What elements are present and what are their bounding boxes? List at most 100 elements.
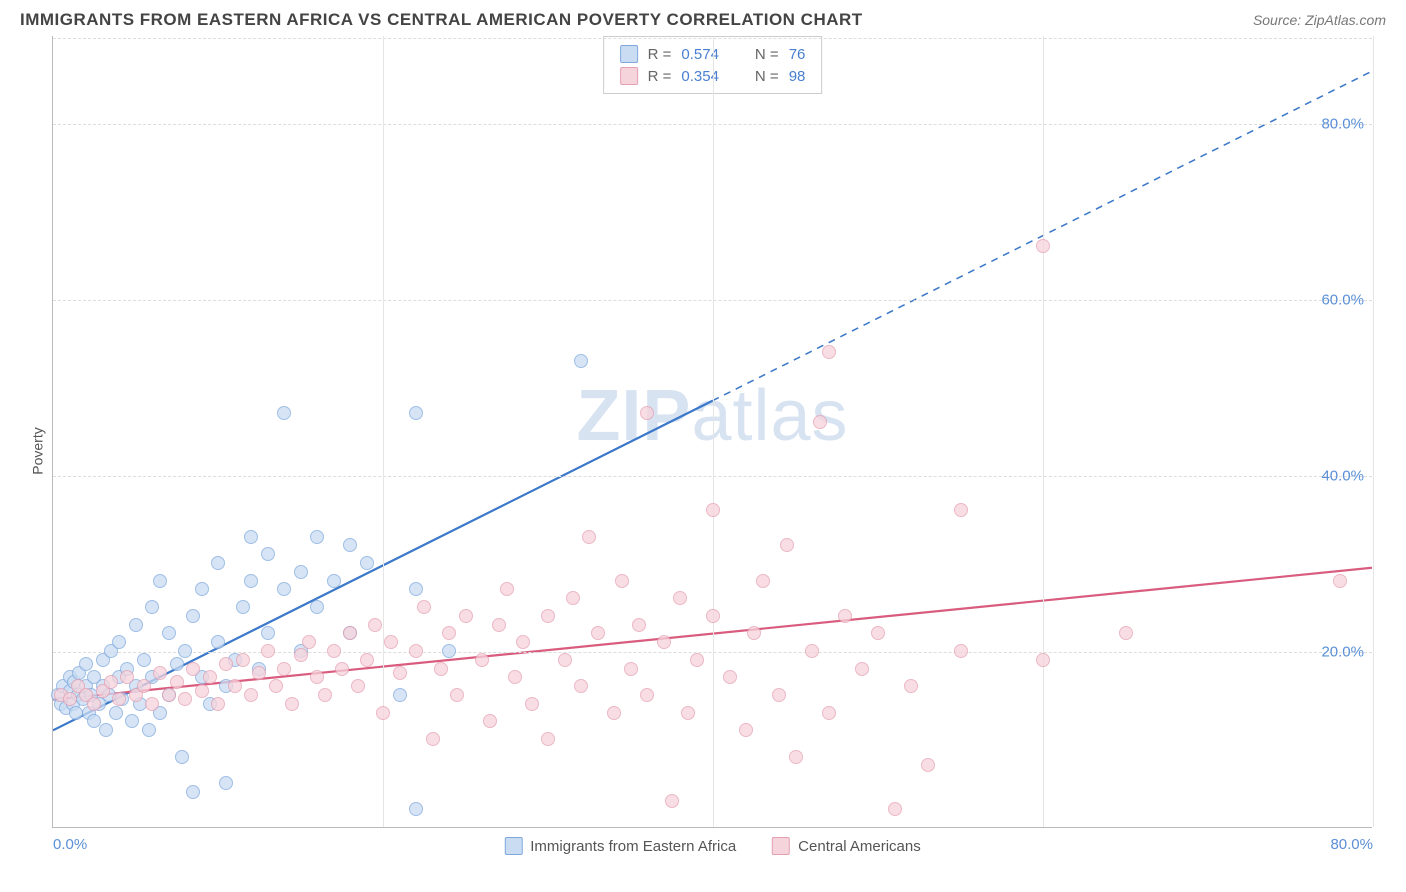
scatter-point-central_americans bbox=[244, 688, 258, 702]
scatter-point-central_americans bbox=[277, 662, 291, 676]
scatter-point-central_americans bbox=[747, 626, 761, 640]
scatter-point-central_americans bbox=[591, 626, 605, 640]
x-tick-label: 0.0% bbox=[53, 836, 87, 853]
watermark-bold: ZIP bbox=[576, 376, 691, 456]
source-label: Source: bbox=[1253, 12, 1301, 28]
scatter-point-eastern_africa bbox=[310, 600, 324, 614]
scatter-point-central_americans bbox=[632, 618, 646, 632]
scatter-point-eastern_africa bbox=[244, 574, 258, 588]
scatter-point-eastern_africa bbox=[261, 547, 275, 561]
scatter-point-eastern_africa bbox=[574, 354, 588, 368]
scatter-point-central_americans bbox=[450, 688, 464, 702]
scatter-point-eastern_africa bbox=[310, 530, 324, 544]
gridline-v bbox=[713, 36, 714, 827]
scatter-point-central_americans bbox=[640, 688, 654, 702]
scatter-point-central_americans bbox=[376, 706, 390, 720]
scatter-point-eastern_africa bbox=[219, 776, 233, 790]
scatter-point-central_americans bbox=[335, 662, 349, 676]
stats-n-label: N = bbox=[755, 46, 779, 63]
scatter-point-central_americans bbox=[822, 706, 836, 720]
scatter-point-central_americans bbox=[211, 697, 225, 711]
scatter-point-central_americans bbox=[525, 697, 539, 711]
scatter-point-eastern_africa bbox=[409, 582, 423, 596]
scatter-point-central_americans bbox=[351, 679, 365, 693]
scatter-point-eastern_africa bbox=[145, 600, 159, 614]
scatter-point-central_americans bbox=[236, 653, 250, 667]
scatter-point-central_americans bbox=[813, 415, 827, 429]
scatter-point-central_americans bbox=[516, 635, 530, 649]
scatter-point-central_americans bbox=[681, 706, 695, 720]
y-tick-label: 60.0% bbox=[1321, 292, 1364, 309]
scatter-point-eastern_africa bbox=[244, 530, 258, 544]
scatter-point-eastern_africa bbox=[69, 706, 83, 720]
scatter-point-central_americans bbox=[178, 692, 192, 706]
series-legend: Immigrants from Eastern Africa Central Am… bbox=[504, 837, 920, 855]
scatter-point-central_americans bbox=[690, 653, 704, 667]
scatter-point-central_americans bbox=[665, 794, 679, 808]
scatter-point-eastern_africa bbox=[277, 582, 291, 596]
scatter-point-eastern_africa bbox=[343, 538, 357, 552]
scatter-point-central_americans bbox=[483, 714, 497, 728]
scatter-point-central_americans bbox=[285, 697, 299, 711]
scatter-point-central_americans bbox=[954, 644, 968, 658]
scatter-point-central_americans bbox=[673, 591, 687, 605]
scatter-point-central_americans bbox=[772, 688, 786, 702]
legend-swatch bbox=[504, 837, 522, 855]
scatter-point-central_americans bbox=[756, 574, 770, 588]
scatter-point-central_americans bbox=[310, 670, 324, 684]
scatter-point-eastern_africa bbox=[409, 802, 423, 816]
scatter-point-central_americans bbox=[368, 618, 382, 632]
scatter-point-central_americans bbox=[780, 538, 794, 552]
scatter-point-eastern_africa bbox=[327, 574, 341, 588]
scatter-point-central_americans bbox=[706, 503, 720, 517]
scatter-point-eastern_africa bbox=[112, 635, 126, 649]
y-tick-label: 20.0% bbox=[1321, 644, 1364, 661]
scatter-point-central_americans bbox=[640, 406, 654, 420]
scatter-point-central_americans bbox=[261, 644, 275, 658]
scatter-point-central_americans bbox=[137, 679, 151, 693]
legend-label: Immigrants from Eastern Africa bbox=[530, 838, 736, 855]
scatter-point-central_americans bbox=[393, 666, 407, 680]
scatter-point-central_americans bbox=[871, 626, 885, 640]
scatter-point-central_americans bbox=[541, 732, 555, 746]
scatter-point-eastern_africa bbox=[195, 582, 209, 596]
scatter-point-eastern_africa bbox=[409, 406, 423, 420]
scatter-point-central_americans bbox=[706, 609, 720, 623]
scatter-point-eastern_africa bbox=[236, 600, 250, 614]
scatter-point-eastern_africa bbox=[99, 723, 113, 737]
x-tick-label: 80.0% bbox=[1330, 836, 1373, 853]
scatter-point-central_americans bbox=[170, 675, 184, 689]
stats-n-value: 98 bbox=[789, 68, 806, 85]
y-axis-label: Poverty bbox=[30, 427, 46, 474]
scatter-point-central_americans bbox=[269, 679, 283, 693]
source-value: ZipAtlas.com bbox=[1305, 12, 1386, 28]
scatter-point-central_americans bbox=[252, 666, 266, 680]
scatter-point-central_americans bbox=[789, 750, 803, 764]
y-tick-label: 40.0% bbox=[1321, 468, 1364, 485]
scatter-point-central_americans bbox=[657, 635, 671, 649]
scatter-point-central_americans bbox=[475, 653, 489, 667]
scatter-point-eastern_africa bbox=[137, 653, 151, 667]
scatter-point-central_americans bbox=[615, 574, 629, 588]
scatter-point-central_americans bbox=[921, 758, 935, 772]
chart-container: Poverty ZIPatlas R =0.574N =76R =0.354N … bbox=[20, 36, 1386, 866]
scatter-point-central_americans bbox=[112, 692, 126, 706]
legend-swatch bbox=[772, 837, 790, 855]
scatter-point-central_americans bbox=[459, 609, 473, 623]
scatter-point-eastern_africa bbox=[277, 406, 291, 420]
legend-label: Central Americans bbox=[798, 838, 921, 855]
scatter-point-eastern_africa bbox=[442, 644, 456, 658]
scatter-point-eastern_africa bbox=[79, 657, 93, 671]
scatter-point-central_americans bbox=[442, 626, 456, 640]
scatter-point-central_americans bbox=[541, 609, 555, 623]
scatter-point-central_americans bbox=[434, 662, 448, 676]
scatter-point-central_americans bbox=[186, 662, 200, 676]
scatter-point-eastern_africa bbox=[125, 714, 139, 728]
scatter-point-central_americans bbox=[294, 648, 308, 662]
scatter-point-central_americans bbox=[904, 679, 918, 693]
scatter-point-central_americans bbox=[104, 675, 118, 689]
scatter-point-central_americans bbox=[1036, 653, 1050, 667]
scatter-point-central_americans bbox=[162, 688, 176, 702]
stats-n-label: N = bbox=[755, 68, 779, 85]
stats-n-value: 76 bbox=[789, 46, 806, 63]
